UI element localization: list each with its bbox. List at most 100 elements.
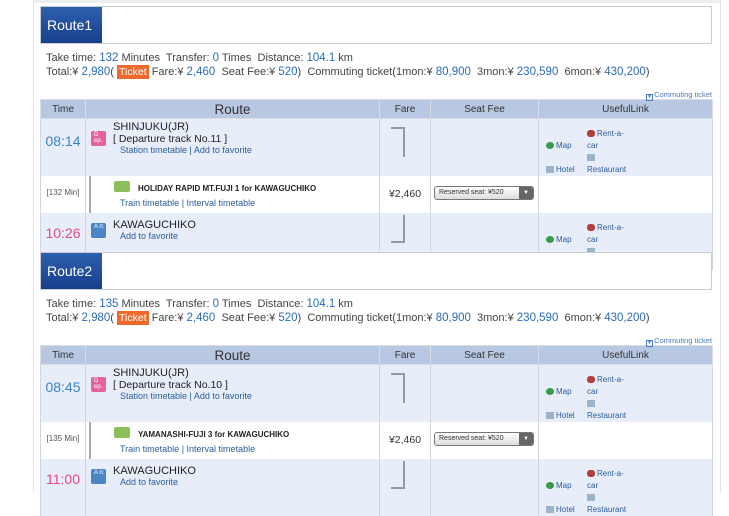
commuting-ticket-link[interactable]: ▼ Commuting ticket (40, 336, 712, 347)
seat-fee: 520 (278, 66, 298, 78)
commute-3mon: 230,590 (516, 312, 559, 324)
departure-badge: D ep. (91, 377, 106, 392)
restaurant-link[interactable]: Restaurant (587, 398, 628, 422)
ticket-button[interactable]: Ticket (117, 311, 149, 325)
globe-icon (546, 236, 554, 243)
hotel-link[interactable]: Hotel (546, 164, 587, 176)
dropdown-arrow-icon: ▼ (519, 433, 533, 445)
car-icon (587, 376, 595, 383)
hotel-icon (546, 506, 554, 513)
commute-1mon: 80,900 (435, 312, 471, 324)
route-table: Time Route Fare Seat Fee UsefulLink 08:45 D … (40, 345, 713, 516)
hotel-icon (546, 166, 554, 173)
rentacar-link[interactable]: Rent-a-car (587, 223, 624, 244)
transfer-count: 0 (212, 298, 219, 310)
hotel-link[interactable]: Hotel (546, 410, 587, 422)
restaurant-icon (587, 400, 595, 407)
col-route: Route (85, 345, 380, 365)
station-timetable-link[interactable]: Station timetable (120, 391, 188, 401)
hotel-link[interactable]: Hotel (546, 504, 587, 516)
globe-icon (546, 388, 554, 395)
ride-duration: [132 Min] (40, 176, 86, 213)
rentacar-link[interactable]: Rent-a-car (587, 375, 624, 396)
car-icon (587, 130, 595, 137)
distance: 104.1 (306, 52, 336, 64)
station-name[interactable]: KAWAGUCHIKO (113, 219, 196, 231)
label: Minutes (121, 52, 160, 64)
rentacar-link[interactable]: Rent-a-car (587, 469, 624, 490)
station-name[interactable]: SHINJUKU(JR) (113, 121, 189, 133)
expand-icon: ▼ (646, 340, 654, 347)
dropdown-arrow-icon: ▼ (519, 187, 533, 199)
seat-select-value: Reserved seat: ¥520 (439, 435, 504, 442)
car-icon (587, 470, 595, 477)
train-icon (114, 181, 130, 192)
station-name[interactable]: SHINJUKU(JR) (113, 367, 189, 379)
seat-cell (430, 364, 539, 422)
label: Commuting ticket(1mon:¥ (307, 66, 433, 78)
route-label: Route1 (41, 7, 102, 43)
empty-cell (538, 176, 713, 213)
label: Distance: (257, 298, 304, 310)
seat-select[interactable]: Reserved seat: ¥520 ▼ (434, 432, 534, 446)
restaurant-link[interactable]: Restaurant (587, 492, 628, 516)
commuting-ticket-link[interactable]: ▼ Commuting ticket (40, 90, 712, 101)
col-time: Time (40, 345, 86, 365)
interval-timetable-link[interactable]: Interval timetable (186, 198, 256, 208)
label: km (338, 52, 353, 64)
add-favorite-link[interactable]: Add to favorite (193, 145, 252, 155)
fare-bracket (379, 118, 431, 176)
seat-select[interactable]: Reserved seat: ¥520 ▼ (434, 186, 534, 200)
route-label: Route2 (41, 253, 102, 289)
interval-timetable-link[interactable]: Interval timetable (186, 444, 256, 454)
label: Take time: (46, 298, 97, 310)
label: 6mon:¥ (564, 66, 602, 78)
label: km (338, 298, 353, 310)
map-link[interactable]: Map (546, 386, 587, 398)
train-name: HOLIDAY RAPID MT.FUJI 1 for KAWAGUCHIKO (138, 184, 317, 193)
add-favorite-link[interactable]: Add to favorite (120, 477, 179, 487)
transfer-count: 0 (212, 52, 219, 64)
train-timetable-link[interactable]: Train timetable (120, 198, 180, 208)
label: 3mon:¥ (477, 312, 514, 324)
label: Times (221, 52, 252, 64)
restaurant-icon (587, 154, 595, 161)
departure-time: 08:14 (40, 118, 86, 176)
take-time: 135 (99, 298, 119, 310)
expand-icon: ▼ (646, 94, 654, 101)
route-header: Route2 (40, 252, 712, 290)
label: Total:¥ (46, 66, 79, 78)
route-section: Route1 Take time: 132 Minutes Transfer: … (40, 6, 713, 270)
col-useful-link: UsefulLink (538, 345, 713, 365)
ticket-button[interactable]: Ticket (117, 65, 149, 79)
add-favorite-link[interactable]: Add to favorite (120, 231, 179, 241)
departure-track: [ Departure track No.10 ] (113, 379, 228, 391)
rentacar-link[interactable]: Rent-a-car (587, 129, 624, 150)
link-text: Commuting ticket (654, 336, 712, 345)
station-timetable-link[interactable]: Station timetable (120, 145, 188, 155)
ride-duration: [135 Min] (40, 422, 86, 459)
train-row: [135 Min] YAMANASHI-FUJI 3 for KAWAGUCHI… (40, 422, 713, 459)
seat-select-value: Reserved seat: ¥520 (439, 189, 504, 196)
restaurant-icon (587, 494, 595, 501)
label: Minutes (121, 298, 160, 310)
map-link[interactable]: Map (546, 234, 587, 246)
map-link[interactable]: Map (546, 480, 587, 492)
col-route: Route (85, 99, 380, 119)
fare-bracket (379, 364, 431, 422)
label: 3mon:¥ (477, 66, 514, 78)
label: Take time: (46, 52, 97, 64)
label: Fare:¥ (151, 312, 184, 324)
departure-row: 08:45 D ep. SHINJUKU(JR) [ Departure tra… (40, 364, 713, 422)
restaurant-link[interactable]: Restaurant (587, 152, 628, 176)
route-table: Time Route Fare Seat Fee UsefulLink 08:14 D … (40, 99, 713, 270)
car-icon (587, 224, 595, 231)
train-timetable-link[interactable]: Train timetable (120, 444, 180, 454)
label: Transfer: (165, 298, 210, 310)
commute-3mon: 230,590 (516, 66, 559, 78)
station-name[interactable]: KAWAGUCHIKO (113, 465, 196, 477)
distance: 104.1 (306, 298, 336, 310)
add-favorite-link[interactable]: Add to favorite (193, 391, 252, 401)
map-link[interactable]: Map (546, 140, 587, 152)
